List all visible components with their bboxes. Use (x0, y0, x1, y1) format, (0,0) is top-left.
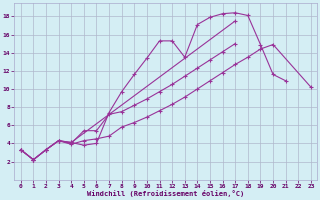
X-axis label: Windchill (Refroidissement éolien,°C): Windchill (Refroidissement éolien,°C) (87, 190, 244, 197)
